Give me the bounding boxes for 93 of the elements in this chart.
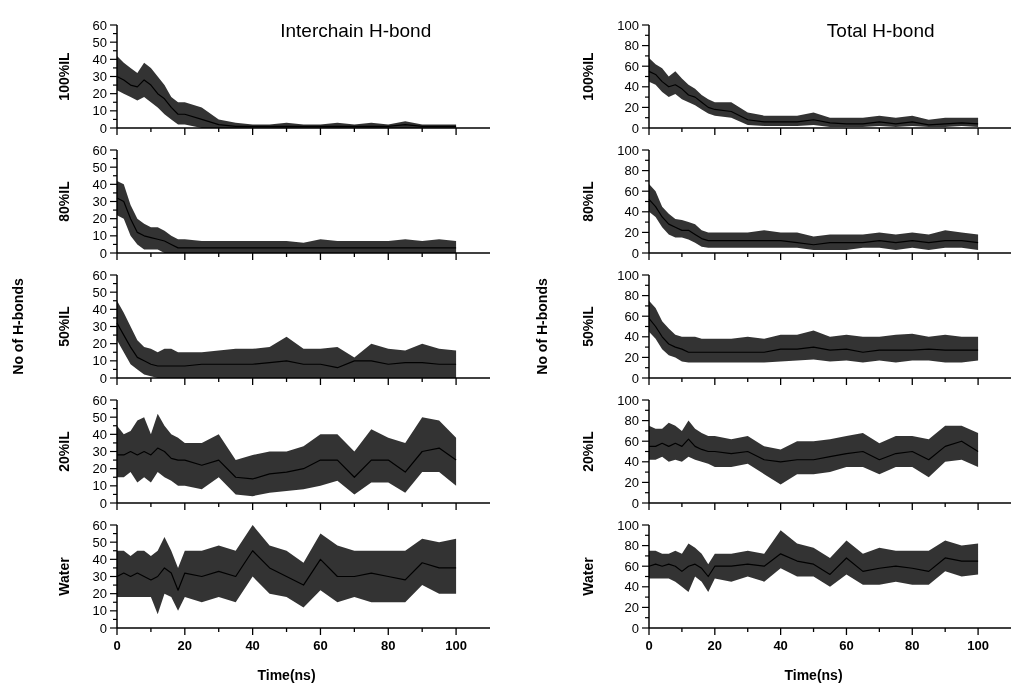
y-tick-label: 100: [617, 142, 639, 158]
y-tick-label: 40: [92, 551, 107, 567]
y-tick-label: 40: [624, 454, 639, 470]
y-tick-label: 0: [631, 620, 639, 636]
y-tick-label: 50: [92, 534, 107, 550]
y-tick-label: 20: [624, 99, 639, 115]
y-tick-label: 60: [92, 17, 107, 33]
y-tick-label: 80: [624, 288, 639, 304]
y-axis-title: Water: [56, 556, 72, 596]
y-tick-label: 60: [624, 558, 639, 574]
y-tick-label: 60: [624, 183, 639, 199]
y-tick-label: 40: [92, 51, 107, 67]
y-tick-label: 10: [92, 478, 107, 494]
y-tick-label: 50: [92, 284, 107, 300]
y-tick-label: 50: [92, 34, 107, 50]
y-tick-label: 0: [99, 370, 107, 386]
y-tick-label: 30: [92, 569, 107, 585]
y-tick-label: 0: [99, 620, 107, 636]
y-tick-label: 0: [99, 495, 107, 511]
y-axis-title: Water: [580, 556, 596, 596]
y-tick-label: 40: [624, 79, 639, 95]
chart-title: Interchain H-bond: [280, 20, 432, 41]
y-tick-label: 10: [92, 228, 107, 244]
y-tick-label: 30: [92, 69, 107, 85]
x-tick-label: 60: [313, 638, 328, 653]
y-tick-label: 60: [92, 392, 107, 408]
y-tick-label: 40: [92, 301, 107, 317]
y-tick-label: 0: [99, 245, 107, 261]
y-tick-label: 20: [92, 336, 107, 352]
y-axis-title: 20%IL: [56, 430, 72, 472]
y-tick-label: 100: [617, 17, 639, 33]
y-tick-label: 20: [624, 224, 639, 240]
y-tick-label: 0: [631, 245, 639, 261]
y-tick-label: 80: [624, 413, 639, 429]
y-tick-label: 40: [624, 329, 639, 345]
y-tick-label: 60: [92, 142, 107, 158]
y-axis-title: 50%IL: [56, 305, 72, 347]
y-tick-label: 20: [624, 474, 639, 490]
y-tick-label: 80: [624, 163, 639, 179]
y-tick-label: 20: [92, 211, 107, 227]
y-tick-label: 50: [92, 409, 107, 425]
y-tick-label: 0: [631, 495, 639, 511]
y-tick-label: 30: [92, 194, 107, 210]
chart-title: Total H-bond: [826, 20, 935, 41]
x-axis-title: Time(ns): [784, 667, 843, 683]
y-tick-label: 20: [92, 86, 107, 102]
y-tick-label: 40: [92, 426, 107, 442]
x-tick-label: 40: [245, 638, 260, 653]
y-tick-label: 40: [624, 204, 639, 220]
y-axis-title: 80%IL: [56, 180, 72, 222]
y-tick-label: 0: [99, 120, 107, 136]
x-tick-label: 20: [707, 638, 723, 653]
y-tick-label: 80: [624, 538, 639, 554]
y-axis-title: 100%IL: [580, 51, 596, 101]
y-axis-title: 100%IL: [56, 51, 72, 101]
y-tick-label: 100: [617, 517, 639, 533]
y-tick-label: 100: [617, 392, 639, 408]
y-tick-label: 30: [92, 319, 107, 335]
text: No of H-bonds: [10, 278, 26, 375]
x-tick-label: 20: [177, 638, 193, 653]
y-tick-label: 10: [92, 603, 107, 619]
x-tick-label: 100: [445, 638, 467, 653]
y-tick-label: 10: [92, 353, 107, 369]
x-tick-label: 100: [967, 638, 989, 653]
x-axis-title: Time(ns): [257, 667, 316, 683]
y-tick-label: 20: [624, 599, 639, 615]
x-tick-label: 40: [773, 638, 788, 653]
y-axis-title: 80%IL: [580, 180, 596, 222]
x-tick-label: 0: [645, 638, 653, 653]
x-tick-label: 80: [905, 638, 920, 653]
y-tick-label: 20: [92, 461, 107, 477]
y-tick-label: 60: [624, 433, 639, 449]
y-tick-label: 0: [631, 120, 639, 136]
x-tick-label: 60: [839, 638, 854, 653]
x-tick-label: 0: [113, 638, 121, 653]
y-tick-label: 80: [624, 38, 639, 54]
y-tick-label: 10: [92, 103, 107, 119]
y-tick-label: 60: [624, 308, 639, 324]
y-axis-title: 50%IL: [580, 305, 596, 347]
y-tick-label: 60: [92, 267, 107, 283]
text: No of H-bonds: [534, 278, 550, 375]
y-tick-label: 60: [92, 517, 107, 533]
y-tick-label: 0: [631, 370, 639, 386]
y-tick-label: 20: [624, 349, 639, 365]
x-tick-label: 80: [381, 638, 396, 653]
y-tick-label: 100: [617, 267, 639, 283]
y-tick-label: 60: [624, 58, 639, 74]
y-tick-label: 40: [624, 579, 639, 595]
y-tick-label: 50: [92, 159, 107, 175]
y-tick-label: 20: [92, 586, 107, 602]
y-tick-label: 30: [92, 444, 107, 460]
y-tick-label: 40: [92, 176, 107, 192]
y-axis-title: 20%IL: [580, 430, 596, 472]
